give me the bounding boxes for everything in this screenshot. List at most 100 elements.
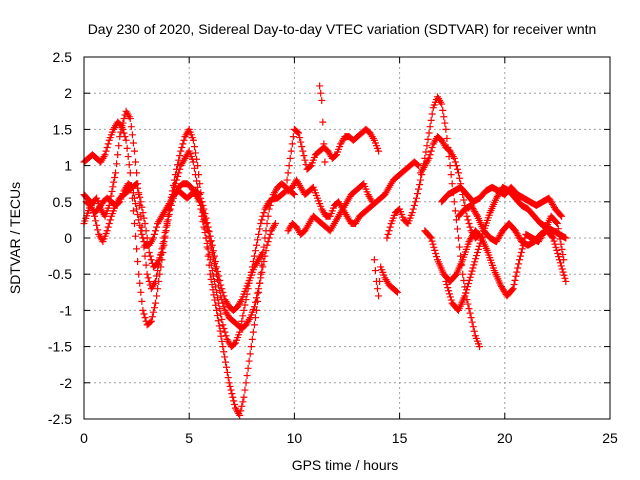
data-point <box>103 144 111 151</box>
data-point <box>180 136 188 144</box>
data-point <box>383 234 391 242</box>
data-point <box>165 210 173 218</box>
data-point <box>469 323 477 331</box>
data-point <box>217 281 225 289</box>
data-point <box>283 176 291 184</box>
data-point <box>430 243 438 251</box>
series-track-4 <box>82 180 267 314</box>
data-point <box>134 258 142 266</box>
data-point <box>225 379 233 387</box>
data-point <box>424 135 432 143</box>
data-point <box>443 281 451 289</box>
data-point <box>121 133 129 141</box>
data-point <box>514 264 522 272</box>
data-point <box>368 198 376 206</box>
data-point <box>550 237 558 245</box>
data-point <box>241 386 249 394</box>
data-point <box>160 238 168 246</box>
data-point <box>445 287 453 295</box>
data-point <box>221 353 229 361</box>
y-tick-label: -2 <box>60 375 73 391</box>
data-point <box>466 309 474 317</box>
data-point <box>147 317 155 325</box>
data-point <box>422 148 430 156</box>
data-point <box>176 165 184 173</box>
data-point <box>201 210 209 218</box>
data-point <box>137 288 145 296</box>
data-point <box>416 181 424 189</box>
data-point <box>285 162 293 170</box>
data-point <box>468 318 476 326</box>
data-point <box>149 234 157 242</box>
data-point <box>212 258 219 266</box>
data-point <box>467 270 475 278</box>
data-point <box>455 234 463 242</box>
data-point <box>124 153 132 161</box>
data-point <box>220 325 228 332</box>
data-point <box>141 314 149 322</box>
data-point <box>128 131 136 139</box>
data-point <box>192 171 200 179</box>
data-point <box>286 154 294 162</box>
data-point <box>472 255 480 263</box>
x-tick-label: 15 <box>392 430 408 446</box>
data-point <box>162 227 170 235</box>
x-tick-label: 25 <box>602 430 618 446</box>
data-point <box>557 262 565 270</box>
data-point <box>470 261 478 269</box>
data-point <box>415 185 423 193</box>
data-point <box>120 115 128 123</box>
data-point <box>318 96 326 104</box>
data-point <box>246 350 254 358</box>
data-point <box>559 251 567 259</box>
data-point <box>209 247 217 255</box>
data-point <box>427 116 435 124</box>
data-point <box>298 143 306 151</box>
data-point <box>431 246 439 254</box>
data-point <box>218 315 226 323</box>
data-point <box>136 279 144 287</box>
data-point <box>198 198 206 206</box>
data-point <box>464 280 472 288</box>
y-tick-label: -0.5 <box>48 266 72 282</box>
data-point <box>237 407 245 415</box>
data-point <box>384 230 392 238</box>
data-point <box>287 147 295 155</box>
data-point <box>460 196 468 204</box>
data-point <box>226 382 234 390</box>
data-point <box>164 216 172 224</box>
data-point <box>140 238 148 246</box>
data-point <box>453 165 461 173</box>
data-point <box>138 297 146 305</box>
data-point <box>425 154 433 162</box>
data-point <box>467 314 475 322</box>
data-point <box>161 232 169 240</box>
data-point <box>296 134 304 142</box>
data-point <box>133 205 141 213</box>
data-point <box>375 147 383 155</box>
data-point <box>457 252 465 260</box>
data-point <box>216 277 224 285</box>
data-point <box>229 393 237 401</box>
data-point <box>132 158 140 166</box>
data-point <box>148 313 156 321</box>
data-point <box>253 241 261 249</box>
data-point <box>101 151 109 159</box>
data-point <box>320 140 328 148</box>
data-point <box>120 129 128 137</box>
data-point <box>468 267 476 275</box>
data-point <box>153 223 161 231</box>
data-point <box>213 312 221 320</box>
data-point <box>136 221 144 229</box>
data-point <box>132 200 140 208</box>
data-point <box>254 236 262 244</box>
data-point <box>220 348 228 356</box>
data-point <box>447 296 455 304</box>
x-tick-label: 5 <box>185 430 193 446</box>
data-point <box>172 180 180 188</box>
data-point <box>463 286 471 294</box>
data-point <box>259 248 267 256</box>
data-point <box>473 252 481 260</box>
data-point <box>427 234 435 242</box>
